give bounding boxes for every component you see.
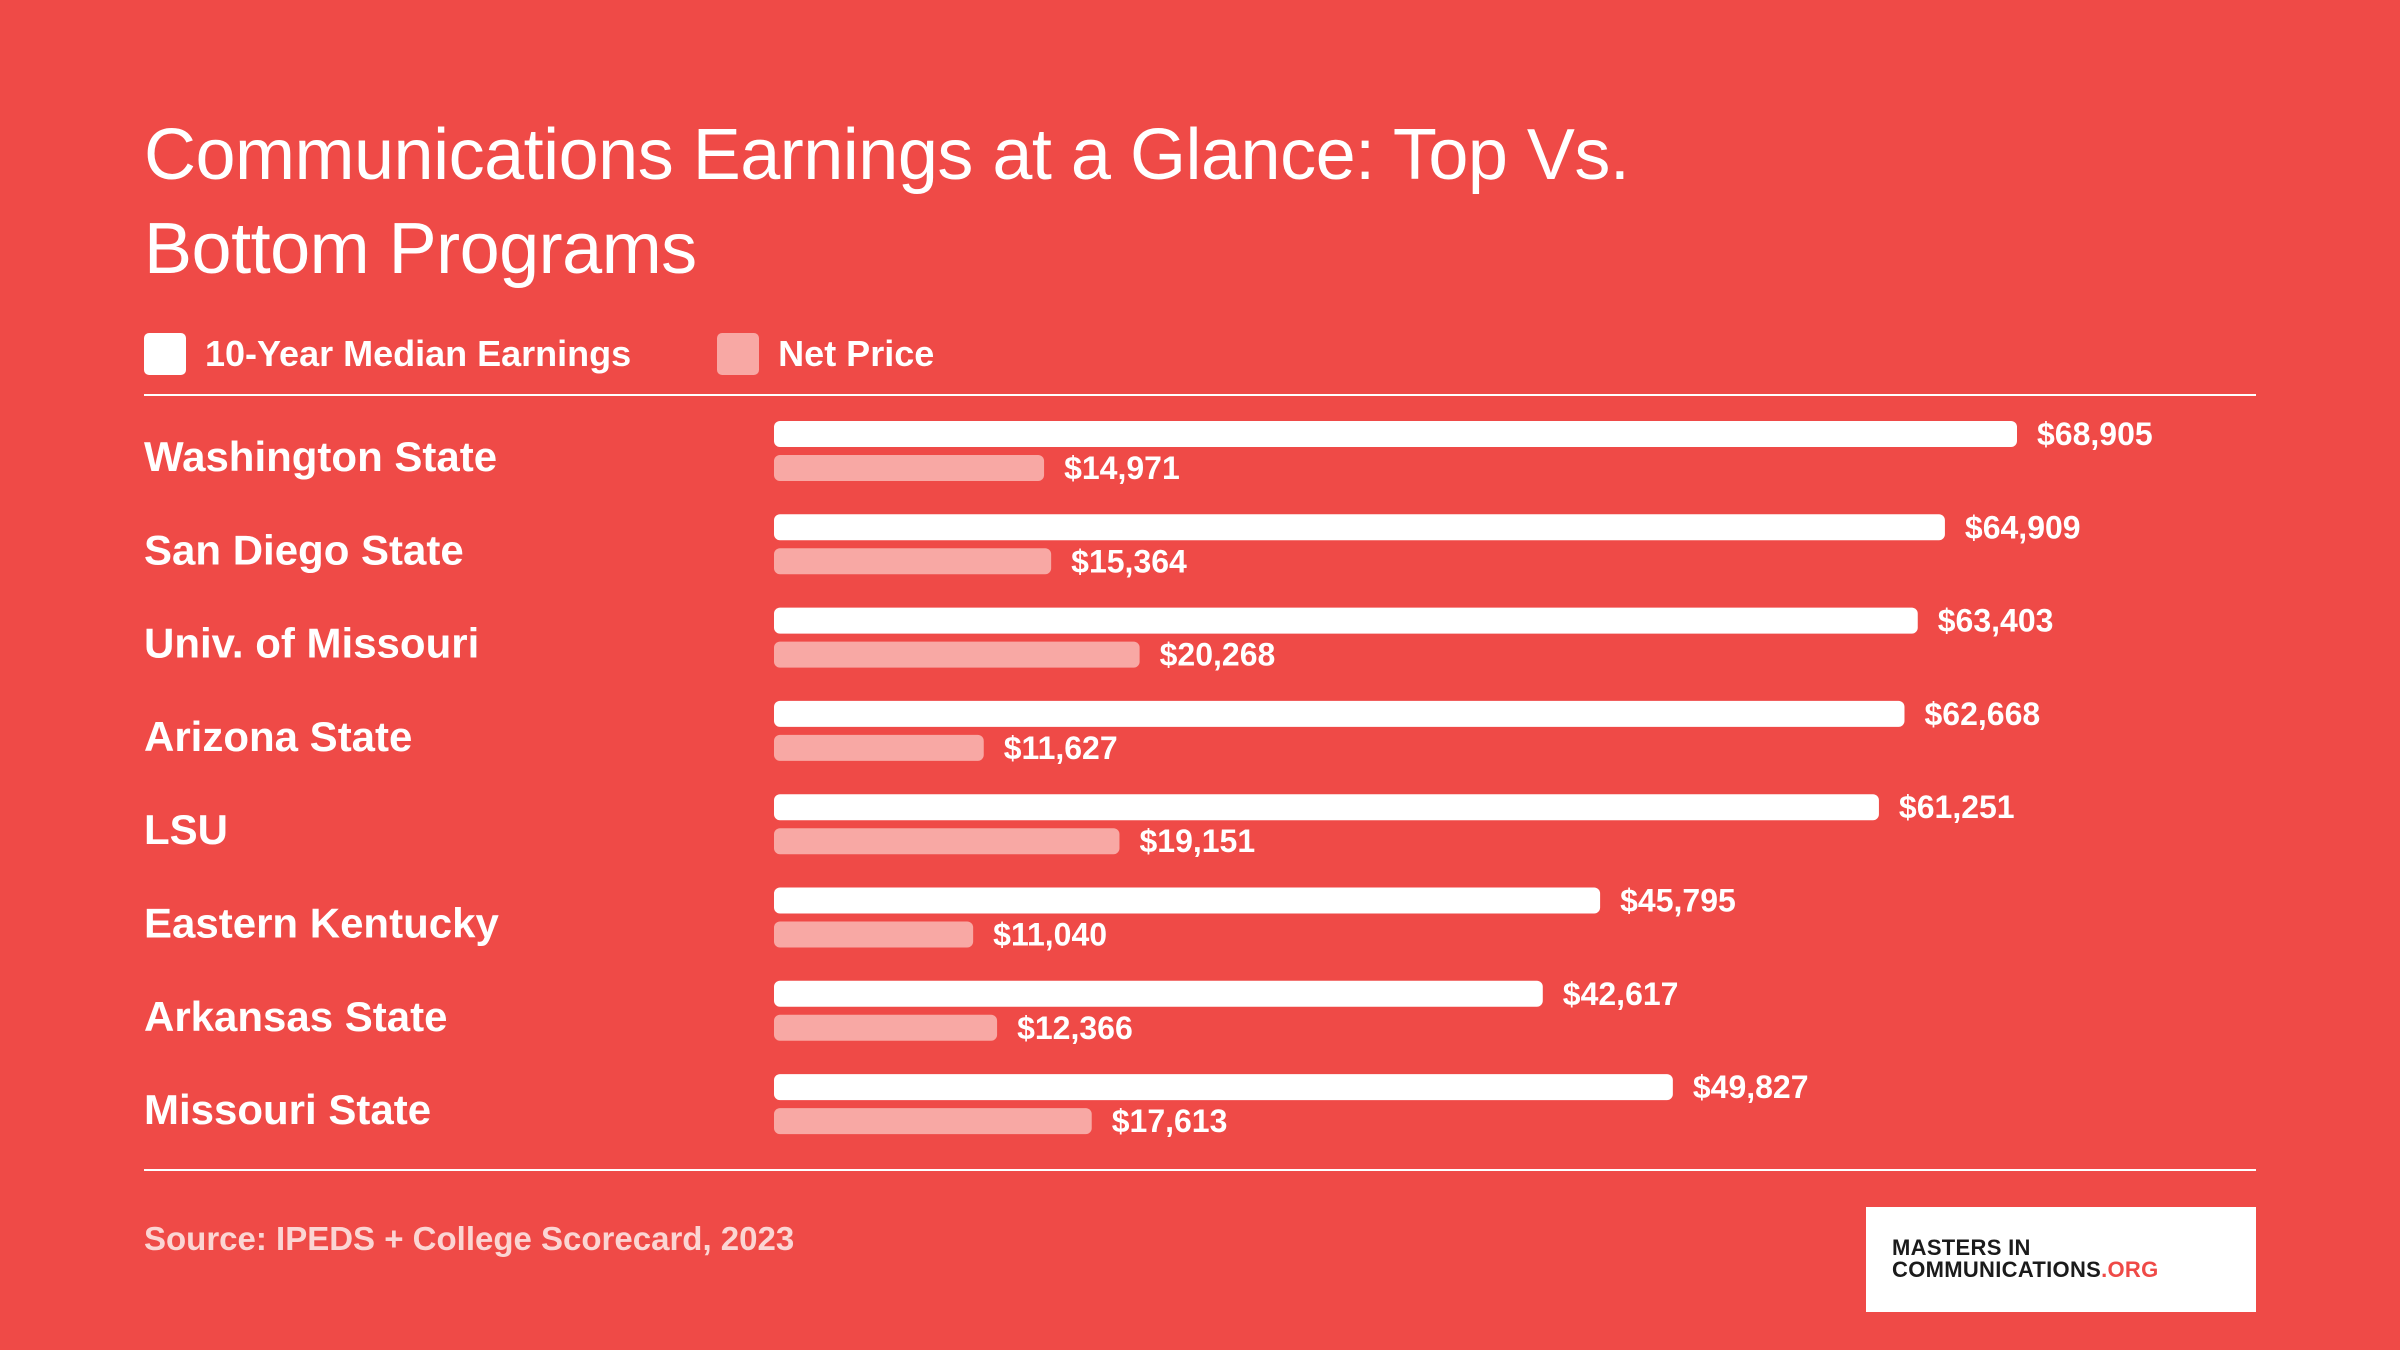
net-price-bar <box>774 1108 1092 1135</box>
earnings-bar <box>774 421 2017 447</box>
earnings-value-label: $68,905 <box>2037 416 2153 452</box>
bottom-divider <box>144 1169 2256 1171</box>
net-price-bar <box>774 921 974 948</box>
net-price-bar <box>774 1014 998 1041</box>
site-logo: MASTERS IN COMMUNICATIONS.ORG <box>1866 1207 2256 1312</box>
source-note: Source: IPEDS + College Scorecard, 2023 <box>144 1220 795 1257</box>
category-label: Univ. of Missouri <box>144 620 479 667</box>
legend-swatch-net-price <box>717 333 760 375</box>
earnings-value-label: $63,403 <box>1938 603 2054 639</box>
net-price-value-label: $20,268 <box>1160 637 1276 673</box>
category-label: Arkansas State <box>144 993 448 1040</box>
earnings-bar <box>774 700 1905 727</box>
category-label: Missouri State <box>144 1086 431 1133</box>
logo-line-2: COMMUNICATIONS.ORG <box>1892 1259 2256 1281</box>
legend-label-earnings: 10-Year Median Earnings <box>205 333 632 374</box>
earnings-value-label: $42,617 <box>1563 976 1679 1012</box>
category-label: San Diego State <box>144 526 464 573</box>
earnings-bar <box>774 980 1543 1007</box>
earnings-bar <box>774 794 1879 821</box>
legend-item-net-price: Net Price <box>717 333 934 375</box>
earnings-bar <box>774 514 1945 541</box>
category-label: LSU <box>144 806 228 853</box>
net-price-value-label: $11,040 <box>993 917 1107 953</box>
chart-legend: 10-Year Median Earnings Net Price <box>144 332 1020 376</box>
net-price-bar <box>774 734 984 761</box>
earnings-value-label: $61,251 <box>1899 789 2015 825</box>
net-price-bar <box>774 641 1140 668</box>
net-price-value-label: $15,364 <box>1071 543 1187 579</box>
earnings-bar <box>774 1074 1673 1101</box>
net-price-bar <box>774 455 1045 481</box>
category-label: Eastern Kentucky <box>144 900 499 947</box>
legend-swatch-earnings <box>144 333 186 375</box>
net-price-value-label: $14,971 <box>1064 450 1180 486</box>
net-price-bar <box>774 828 1120 855</box>
net-price-bar <box>774 548 1052 575</box>
net-price-value-label: $11,627 <box>1004 730 1118 766</box>
logo-word: COMMUNICATIONS <box>1892 1257 2102 1282</box>
category-label: Arizona State <box>144 713 412 760</box>
net-price-value-label: $12,366 <box>1017 1010 1133 1046</box>
earnings-value-label: $64,909 <box>1965 509 2081 545</box>
logo-line-1: MASTERS IN <box>1892 1235 2031 1260</box>
net-price-value-label: $17,613 <box>1112 1103 1228 1139</box>
legend-label-net-price: Net Price <box>778 333 935 374</box>
earnings-value-label: $62,668 <box>1924 696 2040 732</box>
top-divider <box>144 394 2256 396</box>
category-label: Washington State <box>144 433 497 480</box>
earnings-bar <box>774 887 1601 914</box>
earnings-value-label: $45,795 <box>1620 883 1736 919</box>
legend-item-earnings: 10-Year Median Earnings <box>144 333 631 375</box>
earnings-value-label: $49,827 <box>1693 1069 1809 1105</box>
chart-title: Communications Earnings at a Glance: Top… <box>144 115 1630 289</box>
bar-chart: Washington State $68,905 $14,971 San Diego … <box>144 416 2153 1139</box>
logo-suffix: .ORG <box>2101 1257 2159 1282</box>
earnings-bar <box>774 607 1918 634</box>
net-price-value-label: $19,151 <box>1139 823 1255 859</box>
